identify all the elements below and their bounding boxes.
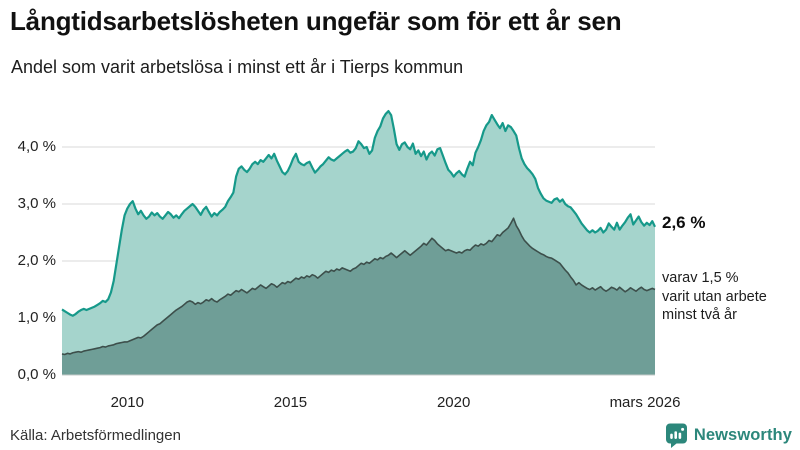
x-tick-2015: 2015 [273, 394, 308, 411]
x-tick-2020: 2020 [436, 394, 471, 411]
y-tick-1,0 %: 1,0 % [17, 309, 56, 326]
breakdown-annotation: varav 1,5 % varit utan arbete minst två … [662, 269, 767, 325]
y-tick-3,0 %: 3,0 % [17, 195, 56, 212]
page-title: Långtidsarbetslösheten ungefär som för e… [10, 6, 622, 36]
breakdown-line-3: minst två år [662, 307, 737, 323]
y-tick-4,0 %: 4,0 % [17, 138, 56, 155]
series-line-0 [61, 109, 656, 317]
breakdown-line-2: varit utan arbete [662, 288, 767, 305]
newsworthy-logo-text: Newsworthy [693, 426, 792, 444]
breakdown-line-1: varav 1,5 % [662, 270, 739, 286]
x-tick-2010: 2010 [110, 394, 144, 411]
newsworthy-logo-icon [665, 423, 687, 448]
chart-subtitle: Andel som varit arbetslösa i minst ett å… [11, 57, 464, 77]
y-tick-2,0 %: 2,0 % [17, 252, 56, 269]
series-area-1 [62, 218, 655, 375]
y-tick-0,0 %: 0,0 % [17, 366, 56, 383]
source-credit: Källa: Arbetsförmedlingen [10, 427, 181, 444]
x-tick-mars 2026: mars 2026 [609, 394, 681, 411]
series-line-1 [61, 217, 656, 356]
latest-value-annotation: 2,6 % [662, 213, 706, 232]
newsworthy-logo: Newsworthy [665, 423, 792, 448]
